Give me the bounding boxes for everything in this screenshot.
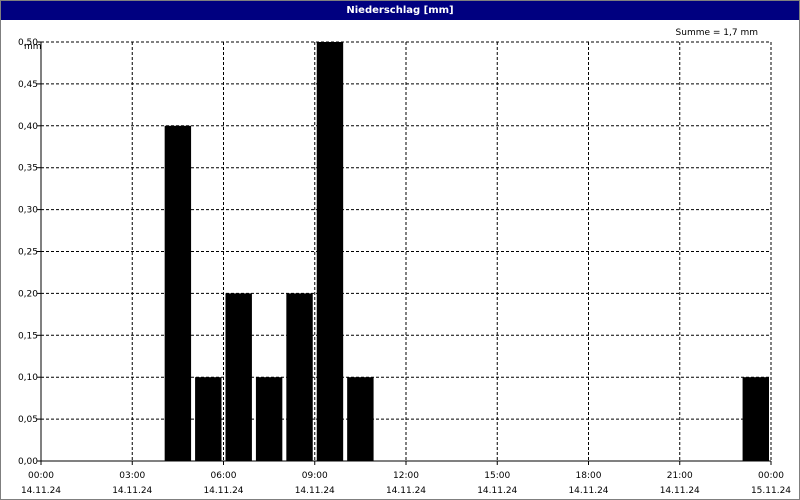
x-tick-time: 12:00 [393,471,419,481]
x-tick-date: 14.11.24 [295,486,335,496]
x-tick-date: 14.11.24 [568,486,608,496]
precipitation-bar [164,125,192,462]
y-tick-label: 0,40 [18,122,38,132]
precipitation-bar [742,377,769,461]
precipitation-bar [316,42,344,461]
precipitation-bar [195,377,222,461]
precipitation-bar [347,377,374,461]
x-tick-date: 14.11.24 [386,486,426,496]
y-tick-label: 0,50 [18,38,38,48]
x-tick-time: 03:00 [119,471,145,481]
y-tick-label: 0,20 [18,289,38,299]
chart-title: Niederschlag [mm] [1,1,799,20]
x-tick-date: 14.11.24 [477,486,517,496]
x-tick-time: 09:00 [302,471,328,481]
x-tick-date: 15.11.24 [751,486,791,496]
y-tick-label: 0,30 [18,206,38,216]
precipitation-bar [255,377,283,461]
x-tick-time: 18:00 [576,471,602,481]
x-tick-date: 14.11.24 [203,486,243,496]
y-tick-label: 0,00 [18,457,38,467]
x-tick-time: 00:00 [758,471,784,481]
x-tick-time: 06:00 [211,471,237,481]
y-axis-unit-label: mm [24,42,42,52]
x-tick-time: 15:00 [484,471,510,481]
precipitation-bar [286,293,313,461]
y-tick-label: 0,25 [18,248,38,258]
x-tick-date: 14.11.24 [660,486,700,496]
x-tick-date: 14.11.24 [112,486,152,496]
x-tick-time: 21:00 [667,471,693,481]
precipitation-bar [225,293,252,461]
x-tick-date: 14.11.24 [21,486,61,496]
x-tick-time: 00:00 [28,471,54,481]
y-tick-label: 0,15 [18,331,38,341]
y-tick-label: 0,10 [18,373,38,383]
y-tick-label: 0,05 [18,415,38,425]
sum-annotation: Summe = 1,7 mm [676,28,758,38]
y-tick-label: 0,45 [18,80,38,90]
y-tick-label: 0,35 [18,164,38,174]
